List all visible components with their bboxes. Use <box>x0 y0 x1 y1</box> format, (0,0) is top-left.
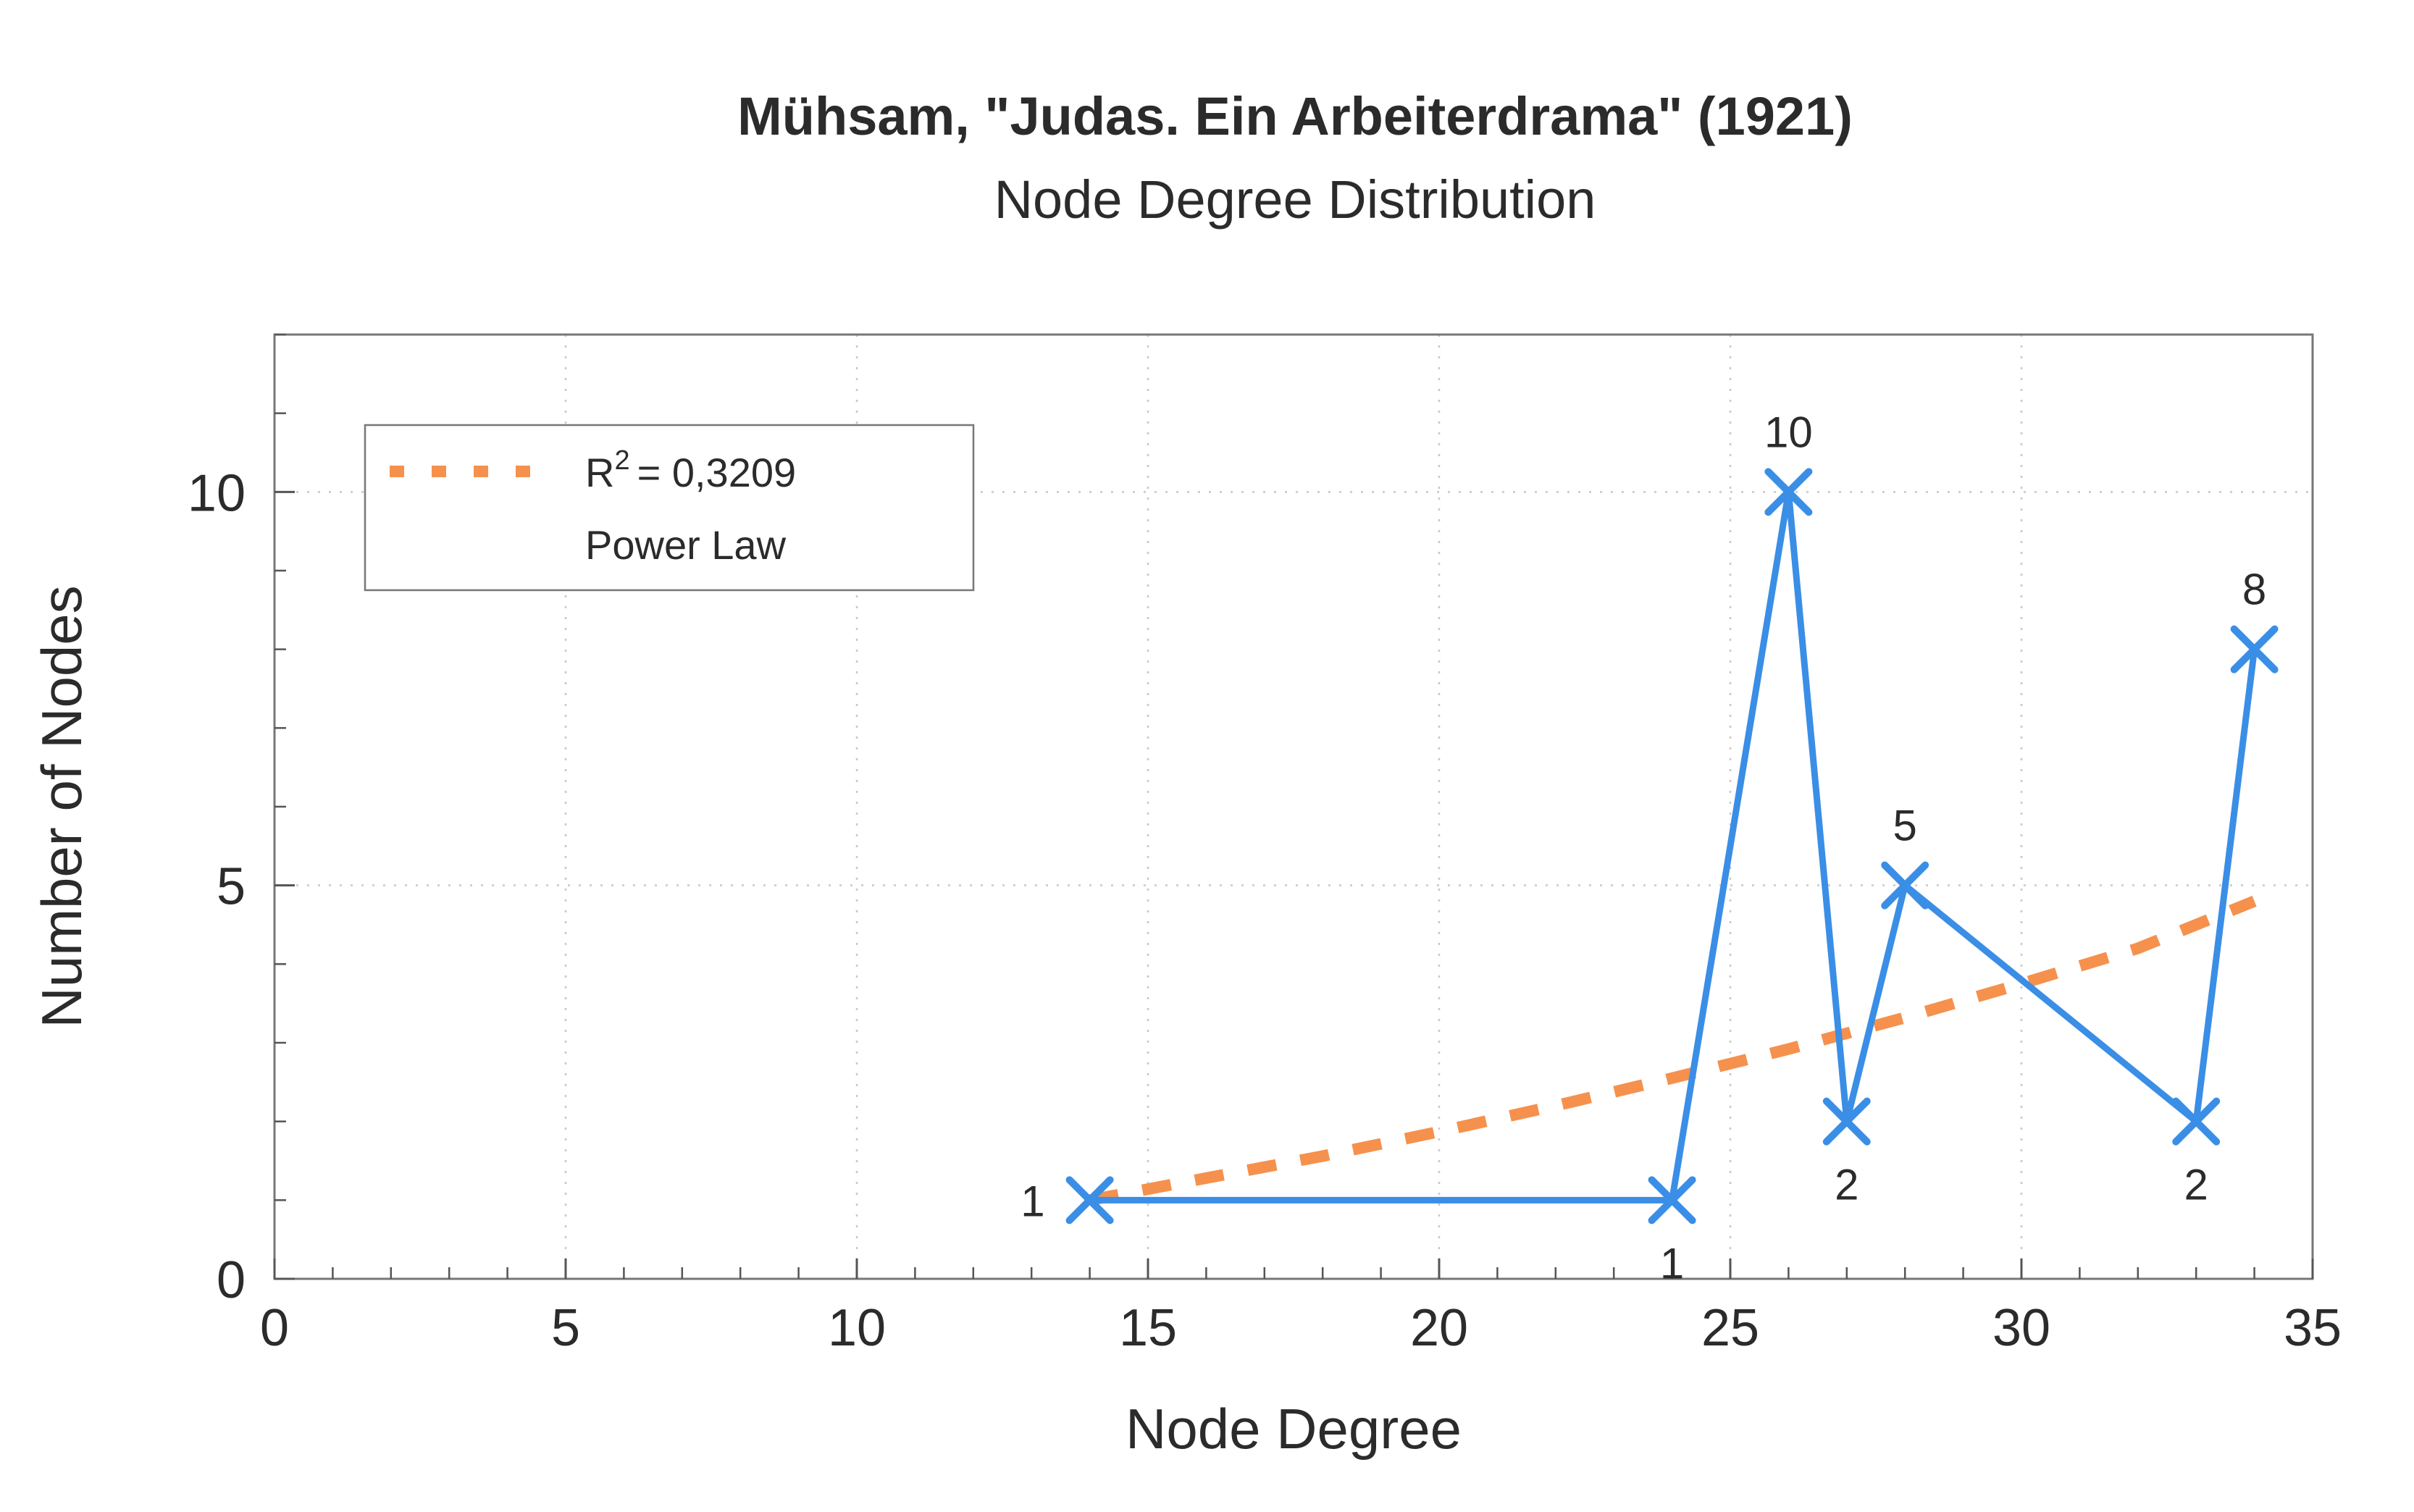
y-tick-label: 5 <box>217 858 246 916</box>
marker-stroke <box>1822 1097 1871 1146</box>
marker-stroke <box>1065 1176 1114 1225</box>
x-tick-label: 15 <box>1119 1299 1177 1357</box>
x-tick-label: 35 <box>2284 1299 2342 1357</box>
data-point-marker <box>1065 1176 1114 1225</box>
data-label: 2 <box>2184 1161 2208 1209</box>
data-label: 8 <box>2242 566 2266 614</box>
labels-layer: 1 1 10 2 5 2 8 <box>1020 408 2266 1288</box>
data-point-marker <box>1822 1097 1871 1146</box>
y-tick-label: 10 <box>188 464 246 522</box>
data-point-marker <box>2172 1097 2221 1146</box>
fit-layer <box>1089 895 2257 1206</box>
data-point-marker <box>1648 1176 1696 1225</box>
legend-r2-value: = 0,3209 <box>637 450 797 495</box>
fit-line <box>1089 895 2257 1206</box>
x-tick-label: 30 <box>1992 1299 2050 1357</box>
chart-title: Mühsam, "Judas. Ein Arbeiterdrama" (1921… <box>737 86 1853 146</box>
chart-subtitle: Node Degree Distribution <box>994 169 1596 230</box>
data-point-marker <box>2230 625 2279 673</box>
data-label: 2 <box>1835 1161 1858 1209</box>
x-tick-label: 20 <box>1410 1299 1468 1357</box>
legend-r2-superscript: 2 <box>614 445 629 476</box>
legend-box <box>364 424 975 592</box>
data-label: 1 <box>1020 1177 1044 1225</box>
legend-r2-entry: R2 = 0,3209 <box>585 445 796 495</box>
data-label: 5 <box>1893 802 1917 850</box>
y-tick-label: 0 <box>217 1251 246 1309</box>
data-point-marker <box>1881 861 1929 910</box>
marker-stroke <box>1881 861 1929 910</box>
x-tick-label: 5 <box>551 1299 580 1357</box>
x-tick-label: 25 <box>1701 1299 1759 1357</box>
data-label: 10 <box>1764 408 1813 456</box>
legend: R2 = 0,3209 Power Law <box>364 424 975 592</box>
x-tick-label: 0 <box>260 1299 289 1357</box>
series-layer <box>1065 468 2279 1225</box>
marker-stroke <box>2172 1097 2221 1146</box>
x-tick-label: 10 <box>828 1299 886 1357</box>
series-line <box>1089 488 2258 1204</box>
legend-fit-name: Power Law <box>585 522 787 568</box>
data-label: 1 <box>1660 1239 1684 1288</box>
marker-stroke <box>1764 468 1813 516</box>
x-axis-label: Node Degree <box>1126 1397 1462 1461</box>
marker-stroke <box>2230 625 2279 673</box>
marker-stroke <box>1648 1176 1696 1225</box>
data-point-marker <box>1764 468 1813 516</box>
legend-r2-symbol: R <box>585 450 614 495</box>
y-axis-label: Number of Nodes <box>30 585 93 1028</box>
